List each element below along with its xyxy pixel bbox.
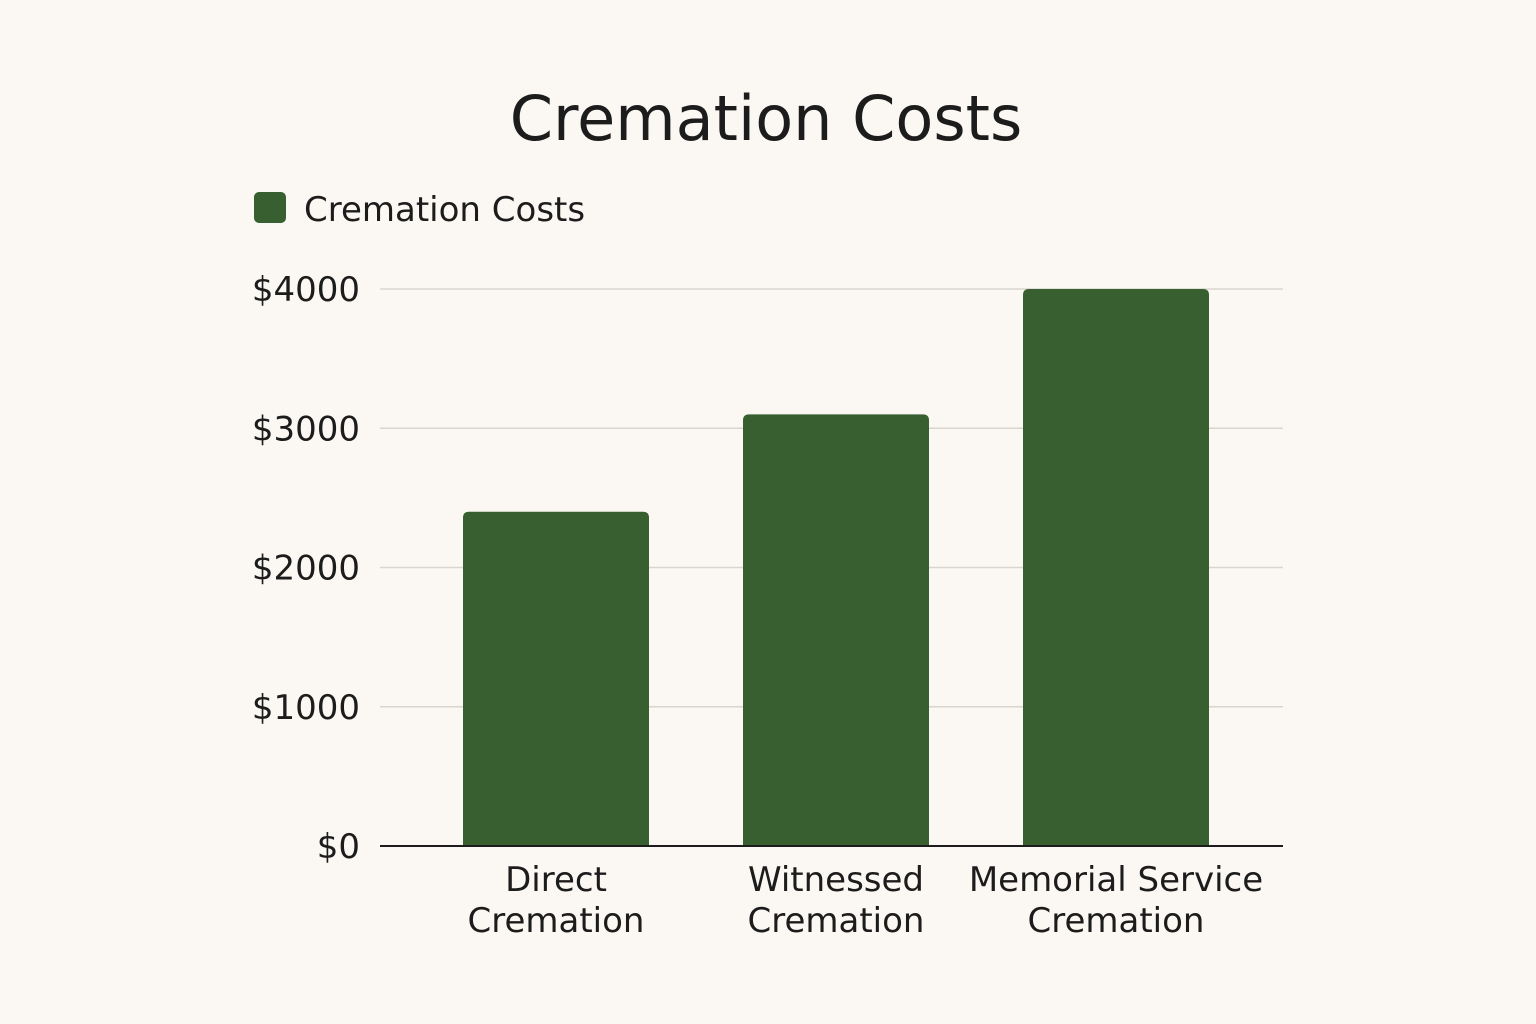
bars <box>463 289 1209 846</box>
x-axis-labels: Direct Cremation Witnessed Cremation Memoria… <box>468 860 1264 941</box>
x-tick-label: Memorial Service Cremation <box>969 860 1263 941</box>
y-tick-label: $3000 <box>252 409 360 449</box>
chart-title: Cremation Costs <box>510 82 1023 155</box>
y-tick-label: $2000 <box>252 549 360 589</box>
bar <box>463 511 649 846</box>
y-tick-label: $1000 <box>252 688 360 728</box>
x-tick-label: Direct Cremation <box>468 860 645 941</box>
legend: Cremation Costs <box>254 190 585 230</box>
legend-swatch <box>254 192 286 223</box>
y-axis-ticks: $0 $1000 $2000 $3000 $4000 <box>252 270 360 867</box>
legend-label: Cremation Costs <box>304 190 585 230</box>
y-tick-label: $0 <box>317 827 360 867</box>
x-tick-label: Witnessed Cremation <box>748 860 925 941</box>
bar <box>1023 289 1209 846</box>
bar <box>743 414 929 846</box>
y-tick-label: $4000 <box>252 270 360 310</box>
